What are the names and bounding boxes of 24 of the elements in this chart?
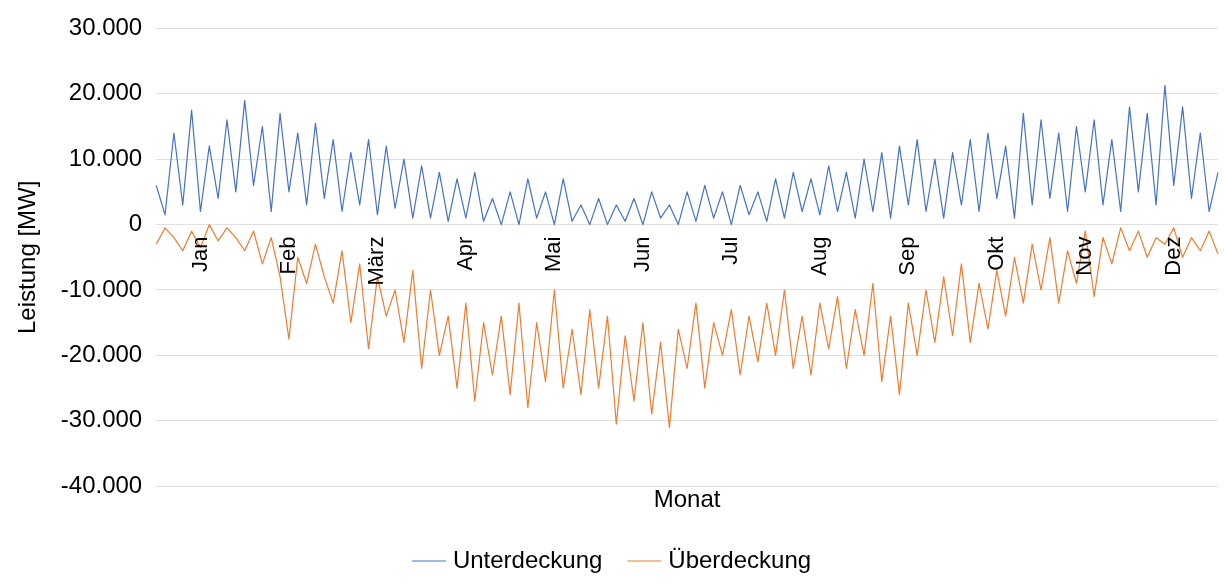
x-tick-label: Okt	[982, 236, 1008, 271]
y-tick-label: -30.000	[60, 405, 143, 433]
y-tick-label: -40.000	[60, 470, 143, 498]
x-tick-label: März	[363, 236, 389, 286]
x-tick-label: Aug	[805, 236, 831, 276]
x-axis-title: Monat	[653, 485, 721, 513]
y-tick-label: -20.000	[60, 340, 143, 368]
x-tick-label: Apr	[451, 236, 477, 271]
x-tick-label: Jan	[186, 236, 212, 273]
y-tick-label: 0	[128, 209, 143, 237]
legend-label: Überdeckung	[668, 545, 812, 573]
legend-label: Unterdeckung	[452, 545, 603, 573]
y-axis-title: Leistung [MW]	[13, 180, 41, 334]
x-tick-label: Dez	[1159, 236, 1185, 276]
x-tick-label: Feb	[274, 236, 300, 275]
y-tick-label: 10.000	[68, 143, 143, 171]
x-tick-label: Nov	[1071, 236, 1097, 276]
y-tick-label: 30.000	[68, 13, 143, 41]
x-tick-label: Jun	[628, 236, 654, 273]
x-tick-label: Jul	[717, 236, 743, 265]
x-tick-label: Mai	[540, 236, 566, 273]
y-tick-label: 20.000	[68, 78, 143, 106]
x-tick-label: Sep	[894, 236, 920, 276]
y-tick-label: -10.000	[60, 274, 143, 302]
